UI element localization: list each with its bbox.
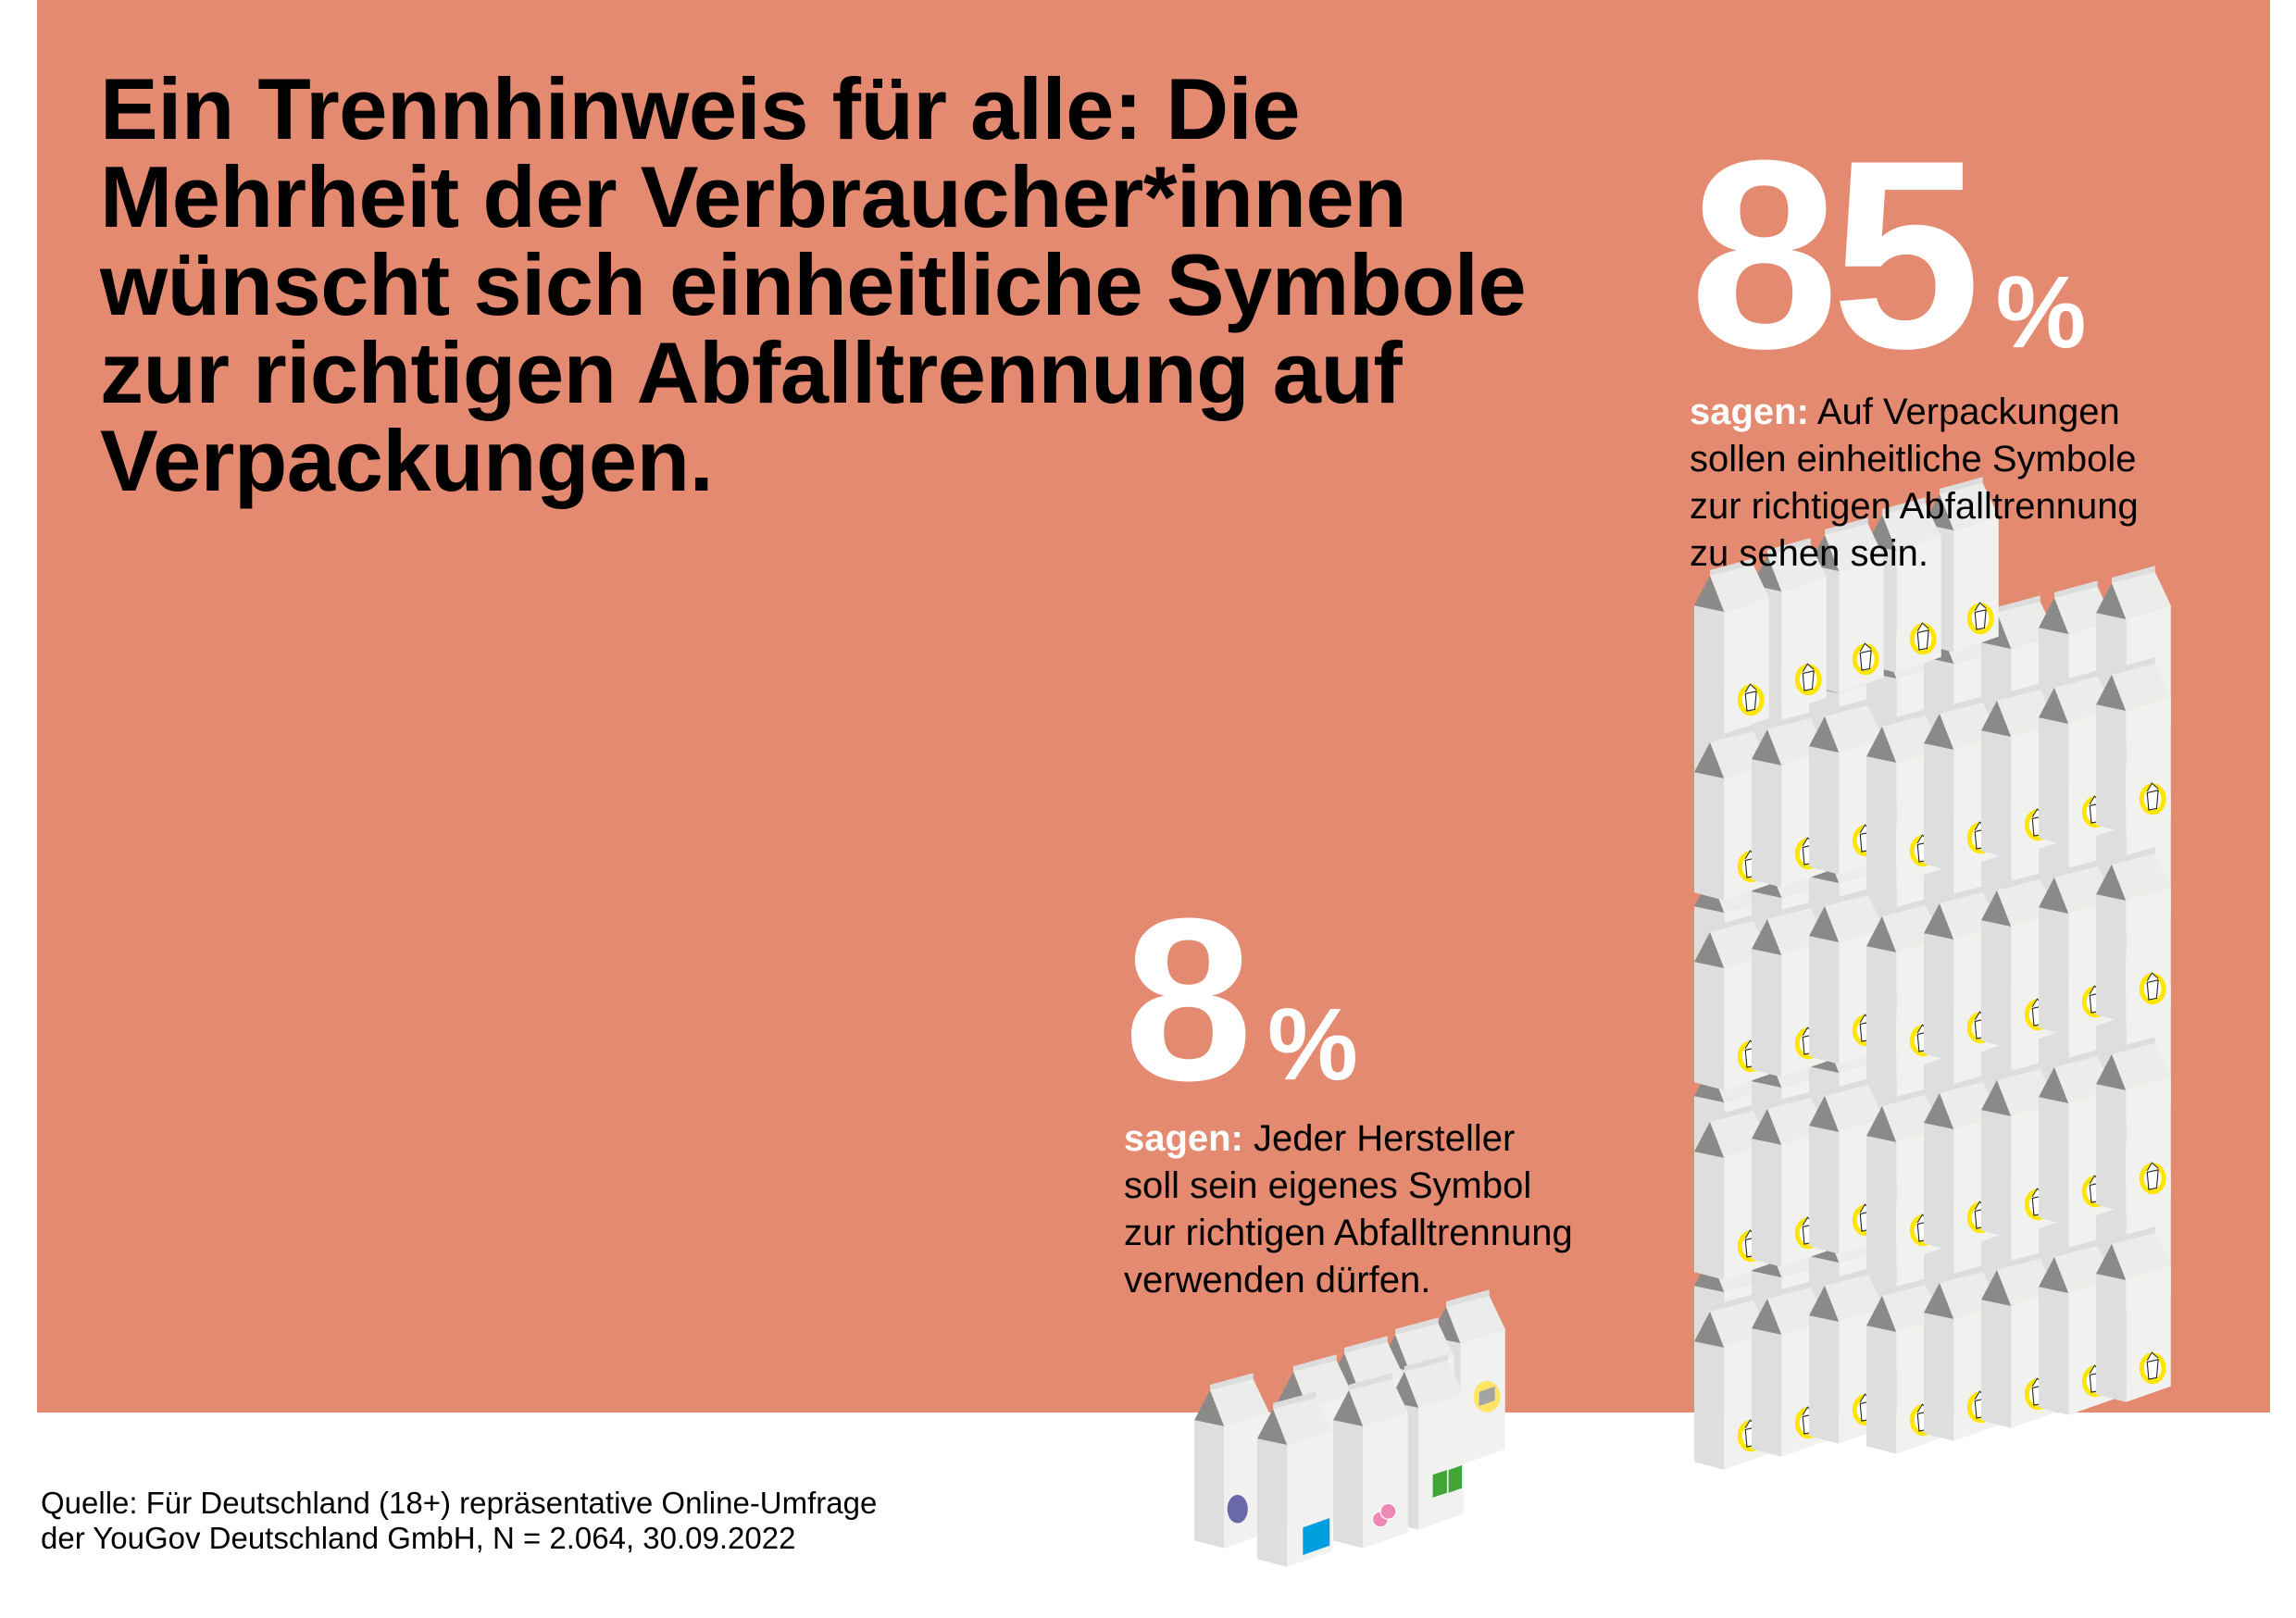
carton [1194, 1373, 1269, 1549]
stat-8-percent: 8 % sagen: Jeder Hersteller soll sein ei… [1124, 884, 1573, 1304]
stat-unit: % [1995, 255, 2087, 369]
headline-line: Ein Trennhinweis für alle: Die [100, 60, 1301, 157]
headline: Ein Trennhinweis für alle: Die Mehrheit … [100, 60, 1527, 509]
recycling-bin-icon [2139, 1351, 2166, 1385]
headline-line: Mehrheit der Verbraucher*innen [100, 148, 1407, 245]
carton [1694, 558, 1769, 734]
stat-lead: sagen: [1124, 1118, 1243, 1159]
stat-line: Jeder Hersteller [1242, 1118, 1516, 1159]
recycling-bin-icon [1794, 663, 1822, 696]
recycling-bin-icon [1909, 622, 1937, 655]
recycling-bin-icon [2139, 782, 2166, 815]
source-line: der YouGov Deutschland GmbH, N = 2.064, … [41, 1521, 796, 1555]
stat-line: zur richtigen Abfalltrennung [1690, 486, 2139, 527]
headline-line: zur richtigen Abfalltrennung auf [100, 324, 1403, 421]
brand-box-icon [1473, 1380, 1501, 1413]
source-note: Quelle: Für Deutschland (18+) repräsenta… [41, 1486, 877, 1556]
stat-unit: % [1267, 988, 1358, 1101]
carton [2096, 1037, 2171, 1213]
brand-dots-icon [1371, 1502, 1397, 1528]
stat-line: verwenden dürfen. [1124, 1260, 1431, 1301]
carton [1866, 497, 1941, 673]
stat-line: soll sein eigenes Symbol [1124, 1165, 1532, 1206]
brand-square-icon [1303, 1518, 1330, 1555]
stat-line: sollen einheitliche Symbole [1690, 439, 2137, 479]
brand-circle-icon [1227, 1494, 1248, 1524]
carton [1809, 517, 1884, 693]
stat-value: 85 [1690, 105, 1981, 404]
carton [1752, 538, 1827, 714]
carton [1430, 1289, 1505, 1465]
headline-line: Verpackungen. [100, 412, 714, 509]
recycling-bin-icon [1966, 602, 1994, 635]
headline-line: wünscht sich einheitliche Symbole [100, 236, 1527, 333]
stat-line: Auf Verpackungen [1808, 392, 2120, 432]
stat-85-percent: 85 % sagen: Auf Verpackungen sollen einh… [1690, 120, 2139, 578]
carton [1924, 477, 1999, 653]
brand-bars-icon [1432, 1465, 1463, 1498]
carton [2096, 1226, 2171, 1402]
recycling-bin-icon [2139, 1162, 2166, 1195]
recycling-bin-icon [2139, 972, 2166, 1005]
source-line: Quelle: Für Deutschland (18+) repräsenta… [41, 1486, 878, 1520]
recycling-bin-icon [1852, 642, 1879, 676]
carton [1333, 1373, 1408, 1549]
stat-lead: sagen: [1690, 392, 1809, 432]
stat-value: 8 [1124, 870, 1253, 1128]
carton [2096, 847, 2171, 1023]
stat-line: zur richtigen Abfalltrennung [1124, 1213, 1573, 1253]
carton [1389, 1354, 1464, 1530]
carton [2096, 657, 2171, 833]
stat-line: zu sehen sein. [1690, 533, 1928, 574]
stat-description: sagen: Jeder Hersteller soll sein eigene… [1124, 1115, 1573, 1304]
stat-description: sagen: Auf Verpackungen sollen einheitli… [1690, 389, 2139, 578]
recycling-bin-icon [1737, 683, 1765, 716]
carton [1257, 1391, 1332, 1567]
